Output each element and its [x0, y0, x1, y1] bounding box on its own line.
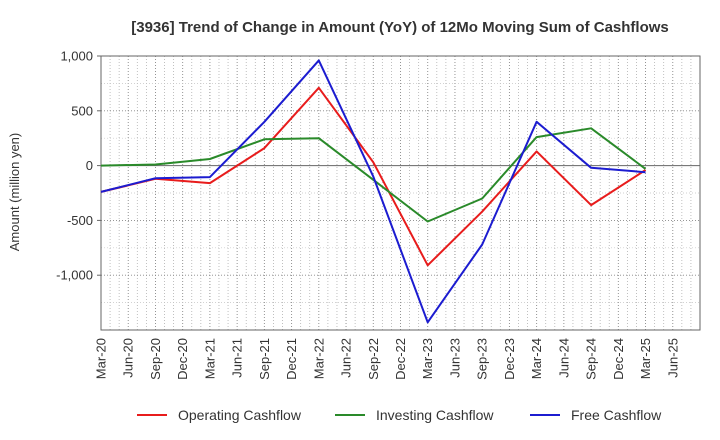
y-tick-label: 0 [86, 158, 93, 173]
free-cashflow-line [100, 59, 646, 324]
x-tick-label: Jun-21 [230, 338, 245, 378]
x-tick-label: Mar-20 [94, 338, 109, 379]
legend: Operating Cashflow Investing Cashflow Free… [137, 407, 662, 423]
axes: 1,000 500 0 -500 -1,000 Mar-20 Jun-20 Sep-20 Dec… [56, 49, 701, 380]
x-tick-label: Jun-20 [121, 338, 136, 378]
series-lines [100, 59, 647, 324]
x-tick-label: Dec-20 [175, 338, 190, 380]
investing-cashflow-legend-label: Investing Cashflow [376, 407, 494, 423]
x-tick-label: Dec-23 [502, 338, 517, 380]
x-tick-label: Mar-22 [311, 338, 326, 379]
free-cashflow-legend-label: Free Cashflow [571, 407, 662, 423]
operating-cashflow-legend-label: Operating Cashflow [178, 407, 302, 423]
x-tick-label: Sep-23 [475, 338, 490, 380]
investing-cashflow-line [100, 127, 647, 223]
x-tick-label: Sep-24 [584, 338, 599, 380]
x-tick-label: Dec-21 [284, 338, 299, 380]
y-tick-label: -1,000 [56, 268, 93, 283]
chart-title: [3936] Trend of Change in Amount (YoY) o… [131, 19, 669, 36]
operating-cashflow-line [100, 86, 647, 267]
x-tick-label: Jun-25 [665, 338, 680, 378]
x-tick-label: Jun-23 [447, 338, 462, 378]
plot-frame [100, 55, 701, 331]
x-tick-label: Dec-24 [611, 338, 626, 380]
x-tick-label: Mar-25 [638, 338, 653, 379]
y-axis-label: Amount (million yen) [7, 133, 22, 252]
x-tick-label: Mar-21 [202, 338, 217, 379]
x-tick-label: Mar-23 [420, 338, 435, 379]
x-tick-label: Dec-22 [393, 338, 408, 380]
x-tick-label: Sep-22 [366, 338, 381, 380]
y-tick-label: 500 [71, 103, 93, 118]
y-tick-label: -500 [67, 213, 93, 228]
x-tick-label: Jun-24 [556, 338, 571, 378]
x-tick-label: Mar-24 [529, 338, 544, 379]
x-tick-label: Sep-21 [257, 338, 272, 380]
y-tick-label: 1,000 [60, 49, 93, 64]
x-tick-label: Sep-20 [148, 338, 163, 380]
x-tick-label: Jun-22 [339, 338, 354, 378]
